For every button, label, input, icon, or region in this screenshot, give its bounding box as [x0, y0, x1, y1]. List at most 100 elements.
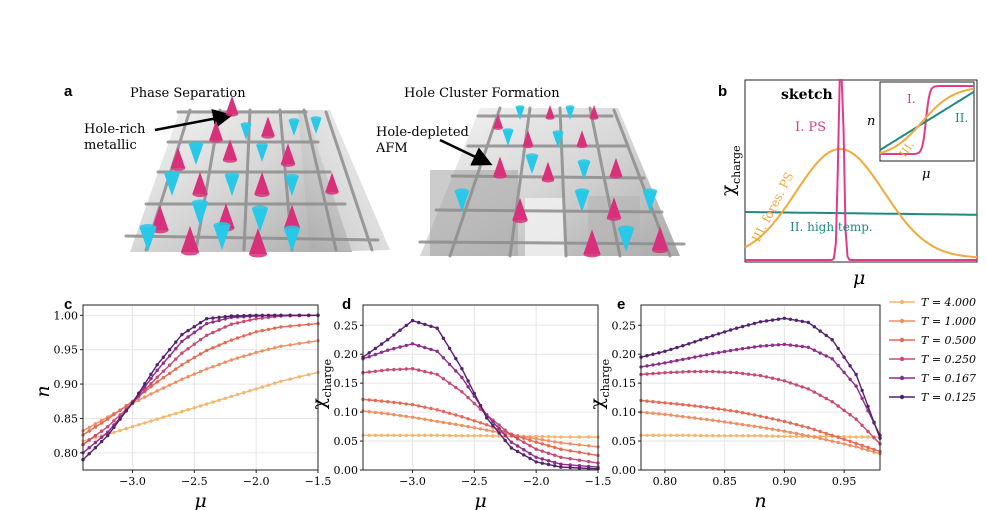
chart-c-point-3-2: [93, 433, 98, 438]
chart-c-point-0-35: [307, 372, 311, 377]
chart-e-point-1-30: [818, 436, 822, 441]
chart-d-point-3-22: [497, 423, 501, 427]
chart-d-point-2-32: [559, 447, 563, 451]
chart-c-point-3-17: [186, 347, 190, 351]
chart-e-point-3-38: [866, 429, 870, 434]
chart-d-point-1-29: [540, 438, 544, 442]
chart-c-point-1-32: [279, 344, 283, 348]
chart-c-point-1-2: [93, 422, 98, 426]
chart-c-series-5: [81, 313, 320, 462]
chart-e-point-4-1: [645, 364, 649, 368]
chart-d-point-0-34: [577, 435, 582, 439]
chart-c-point-0-26: [242, 391, 246, 395]
chart-d-ytick-label-4: 0.20: [334, 348, 359, 361]
chart-d-ytick-label-2: 0.10: [334, 406, 359, 419]
chart-c-point-5-16: [180, 332, 184, 337]
chart-d-point-3-23: [503, 428, 507, 432]
chart-c-series-0: [81, 370, 320, 443]
chart-e-point-0-36: [854, 435, 858, 439]
chart-e-point-2-31: [824, 431, 828, 436]
chart-d-point-1-15: [454, 422, 458, 427]
chart-c-point-4-18: [192, 330, 196, 335]
chart-d-point-1-14: [447, 421, 452, 426]
chart-e-ytick-label-1: 0.05: [612, 435, 637, 448]
chart-e-point-2-30: [818, 429, 822, 434]
chart-d-point-3-11: [429, 371, 433, 375]
chart-d-ytick-label-1: 0.05: [334, 435, 359, 448]
chart-e-point-3-14: [722, 370, 727, 374]
inset-curve-ps: [880, 85, 974, 155]
chart-c-point-5-29: [260, 313, 264, 317]
chart-e-ytick-label-2: 0.10: [612, 406, 637, 419]
chart-c-point-2-25: [235, 336, 240, 340]
chart-e-point-5-11: [705, 336, 709, 340]
chart-e-point-4-37: [860, 396, 864, 401]
chart-c-point-0-25: [235, 392, 240, 397]
chart-c-ytick-label-0: 0.80: [54, 447, 79, 460]
sketch-forest-ps-curve: [744, 147, 978, 259]
chart-e-point-2-11: [705, 405, 709, 409]
chart-d-point-5-11: [429, 324, 433, 328]
chart-d-point-3-25: [515, 437, 520, 441]
left-scene-title: Phase Separation: [130, 86, 246, 101]
chart-e-point-5-17: [740, 324, 745, 329]
chart-d-point-4-5: [392, 346, 396, 351]
chart-c-point-2-4: [106, 417, 110, 421]
sketch-high-temp-curve: [745, 211, 978, 216]
chart-c-point-2-12: [155, 380, 159, 384]
chart-e-point-2-20: [758, 414, 763, 418]
chart-e-point-1-21: [764, 426, 769, 430]
chart-c-point-0-23: [223, 396, 227, 400]
chart-e-xlabel: n: [754, 490, 766, 510]
chart-d-point-3-5: [392, 367, 396, 372]
chart-d-point-4-12: [435, 349, 439, 353]
chart-c-point-1-28: [254, 350, 258, 355]
chart-e-point-0-13: [717, 434, 721, 438]
chart-d-point-4-15: [454, 369, 458, 373]
chart-c-point-0-29: [260, 385, 264, 389]
chart-e-point-1-1: [645, 411, 649, 415]
sketch-inset: I. II. III. n μ: [867, 81, 975, 182]
chart-e-point-2-22: [770, 417, 775, 421]
chart-d-point-5-17: [466, 379, 470, 383]
chart-c-point-3-14: [167, 363, 172, 367]
chart-c-xtick-label-1: −2.5: [181, 475, 208, 488]
chart-d-ytick-label-0: 0.00: [334, 464, 359, 477]
chart-e-series-1: [639, 410, 882, 456]
chart-e-point-2-15: [728, 409, 733, 413]
sketch-ylabel-symbol: χ: [717, 184, 739, 196]
chart-c-ylabel: n: [32, 385, 54, 397]
chart-e-point-1-8: [687, 415, 691, 419]
chart-c-point-3-11: [149, 382, 153, 386]
chart-e-point-0-7: [681, 433, 685, 437]
chart-c-point-1-33: [288, 343, 292, 347]
chart-e-point-1-28: [806, 434, 810, 438]
chart-e-point-0-16: [734, 434, 739, 438]
chart-e-point-0-1: [645, 433, 649, 437]
chart-c-point-0-19: [198, 404, 203, 408]
chart-c-point-2-31: [273, 326, 277, 330]
chart-e-point-1-9: [693, 416, 697, 420]
legend-entry: T = 0.500: [889, 334, 976, 347]
chart-e-point-4-27: [800, 344, 804, 349]
right-spin-array: [454, 105, 669, 258]
inset-label-I: I.: [907, 92, 916, 106]
chart-e-point-0-10: [699, 433, 703, 438]
chart-e-point-2-17: [740, 411, 745, 415]
chart-e-point-5-23: [776, 317, 781, 321]
chart-d-point-3-12: [435, 372, 439, 377]
chart-e-point-3-11: [705, 369, 709, 374]
chart-c-point-0-10: [143, 421, 147, 425]
chart-c-point-4-13: [161, 361, 166, 365]
chart-e-point-5-36: [854, 372, 858, 377]
spin-cone-left-18: [251, 205, 269, 232]
chart-e-point-0-3: [657, 433, 661, 437]
chart-c-point-3-1: [87, 438, 91, 442]
chart-d-point-3-18: [472, 401, 476, 406]
chart-e-point-1-29: [812, 435, 816, 439]
chart-d-point-5-20: [485, 416, 489, 420]
chart-e-point-2-1: [645, 399, 649, 403]
chart-d-point-2-2: [373, 398, 378, 403]
chart-d-point-5-8: [410, 318, 415, 323]
